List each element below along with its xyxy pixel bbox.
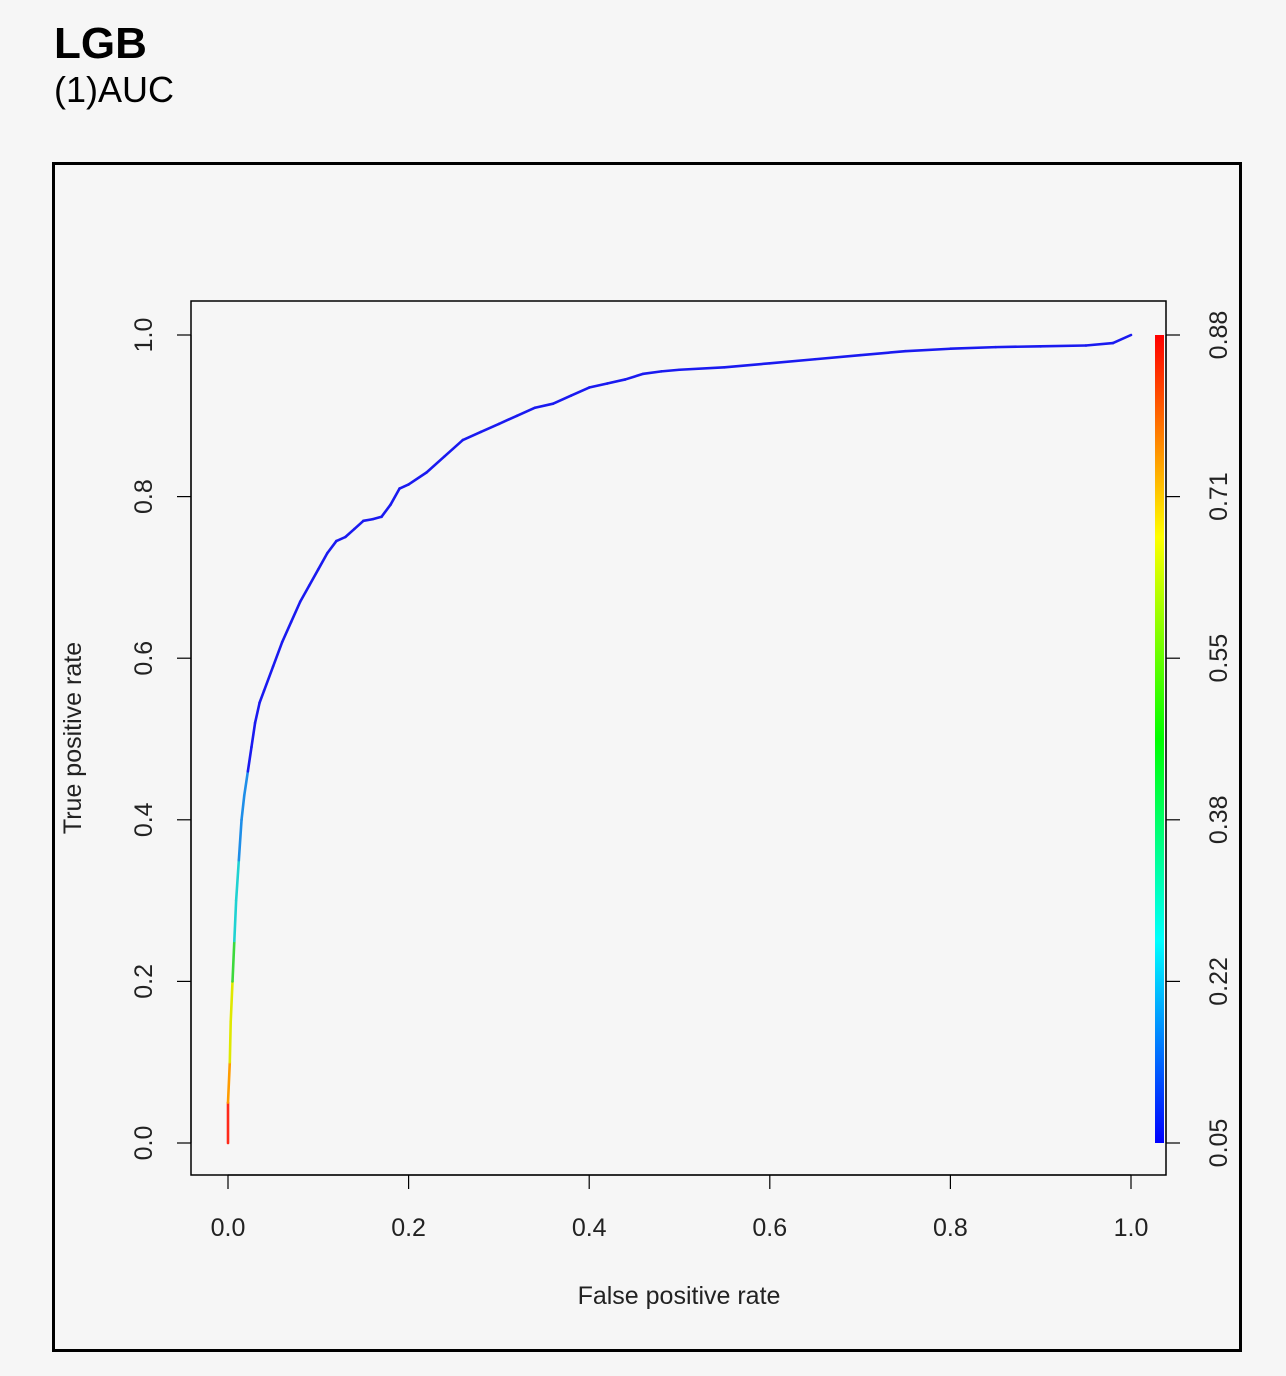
x-axis: 0.0 0.2 0.4 0.6 0.8 1.0: [211, 1174, 1149, 1242]
roc-segment: [479, 422, 501, 434]
y-axis-label: True positive rate: [59, 642, 87, 834]
roc-segment: [443, 438, 465, 458]
roc-segment: [226, 1060, 232, 1104]
roc-segment: [768, 357, 817, 365]
roc-segment: [231, 939, 236, 983]
figure-frame: 0.0 0.2 0.4 0.6 0.8 1.0 0.0 0.2 0.4 0.6 0.8 1.0 0.…: [52, 162, 1242, 1352]
roc-segment: [813, 353, 862, 361]
roc-segment: [624, 372, 645, 381]
roc-segment: [551, 394, 573, 405]
roc-segment: [353, 519, 365, 531]
roc-segment: [240, 794, 246, 822]
roc-segment: [425, 454, 447, 474]
y-axis: 0.0 0.2 0.4 0.6 0.8 1.0: [130, 318, 192, 1161]
colorbar-tick-label: 0.55: [1205, 634, 1233, 683]
roc-segment: [1111, 333, 1133, 345]
roc-segment: [344, 527, 356, 539]
roc-segment: [234, 858, 241, 902]
roc-segment: [289, 600, 302, 624]
roc-segment: [326, 539, 338, 555]
colorbar-tick-label: 0.05: [1205, 1119, 1233, 1168]
roc-segment: [587, 382, 609, 389]
roc-segment: [407, 471, 428, 486]
y-tick-label: 0.8: [130, 479, 158, 514]
roc-segment: [253, 701, 261, 725]
roc-segment: [398, 483, 410, 490]
x-axis-label: False positive rate: [578, 1282, 781, 1310]
roc-segment: [723, 361, 772, 369]
heading: LGB (1)AUC: [54, 18, 174, 110]
roc-segment: [994, 345, 1043, 349]
y-tick-label: 1.0: [130, 318, 158, 353]
roc-segment: [858, 349, 907, 357]
roc-segment: [307, 568, 320, 587]
roc-segment: [250, 721, 257, 749]
roc-segment: [280, 620, 293, 644]
plot-box: [190, 300, 1167, 1176]
roc-segment: [371, 515, 383, 521]
roc-segment: [533, 402, 555, 410]
roc-segment: [461, 430, 483, 442]
roc-segment: [233, 899, 238, 943]
roc-segment: [1084, 341, 1115, 347]
x-tick-label: 1.0: [1114, 1214, 1149, 1242]
page-title: LGB: [54, 19, 147, 68]
colorbar-tick-label: 0.38: [1205, 795, 1233, 844]
roc-segment: [380, 503, 392, 519]
colorbar-tick-label: 0.71: [1205, 472, 1233, 521]
roc-segment: [242, 770, 250, 797]
roc-segment: [262, 664, 275, 692]
roc-segment: [298, 584, 311, 603]
roc-chart: 0.0 0.2 0.4 0.6 0.8 1.0 0.0 0.2 0.4 0.6 0.8 1.0 0.…: [59, 300, 1233, 1310]
roc-segment: [237, 818, 243, 862]
colorbar-gradient: [1155, 335, 1164, 1143]
y-tick-label: 0.6: [130, 641, 158, 676]
colorbar-tick-label: 0.88: [1205, 311, 1233, 360]
roc-segment: [362, 517, 374, 523]
roc-segment: [1039, 344, 1088, 348]
roc-segment: [258, 689, 266, 704]
roc-segment: [228, 1020, 233, 1064]
y-tick-label: 0.4: [130, 802, 158, 837]
roc-segment: [497, 414, 519, 426]
roc-segment: [903, 347, 952, 353]
roc-segment: [246, 745, 253, 773]
x-tick-label: 0.8: [933, 1214, 968, 1242]
y-tick-label: 0.2: [130, 964, 158, 999]
roc-segment: [642, 370, 663, 376]
roc-segment: [389, 487, 401, 506]
y-tick-label: 0.0: [130, 1126, 158, 1161]
roc-segment: [335, 535, 347, 543]
roc-segment: [316, 551, 329, 571]
colorbar: 0.05 0.22 0.38 0.55 0.71 0.88: [1155, 311, 1233, 1168]
page-subtitle: (1)AUC: [54, 69, 175, 110]
roc-segment: [271, 640, 284, 668]
x-tick-label: 0.4: [572, 1214, 607, 1242]
roc-segment: [660, 368, 681, 373]
roc-segment: [515, 406, 537, 418]
x-tick-label: 0.6: [752, 1214, 787, 1242]
roc-segment: [569, 386, 591, 397]
roc-segment: [678, 366, 726, 372]
roc-segment: [229, 980, 234, 1024]
colorbar-tick-label: 0.22: [1205, 957, 1233, 1006]
roc-segment: [605, 378, 627, 385]
roc-curve: [226, 333, 1133, 1145]
roc-segment: [949, 345, 997, 351]
x-tick-label: 0.0: [211, 1214, 246, 1242]
x-tick-label: 0.2: [391, 1214, 426, 1242]
